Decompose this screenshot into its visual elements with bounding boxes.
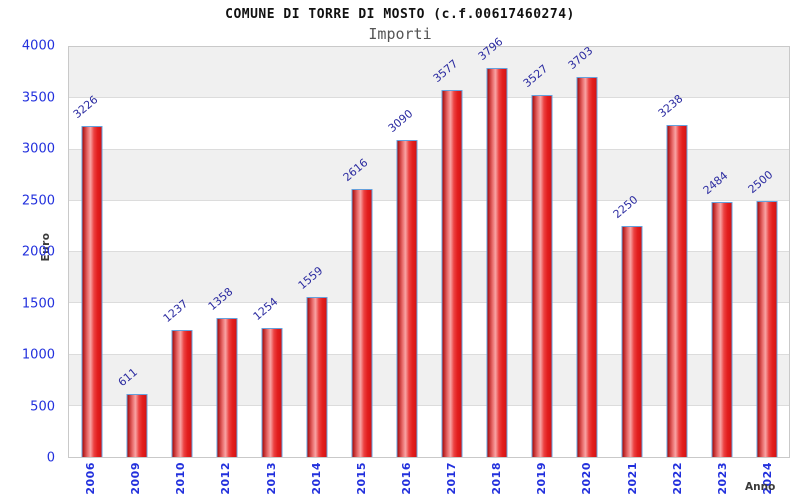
x-tick-label: 2023	[715, 462, 729, 495]
bar-slot: 3238	[654, 47, 699, 457]
x-axis-label: Anno	[745, 481, 776, 493]
bar-series: 3226 611 1237 1358 1254 1559 2616 3090 3577 3796 3…	[69, 35, 789, 457]
bar	[261, 328, 282, 457]
bar-slot: 3090	[384, 47, 429, 457]
chart-title: COMUNE DI TORRE DI MOSTO (c.f.0061746027…	[225, 7, 575, 22]
bar	[756, 200, 777, 457]
bar-slot: 1559	[294, 47, 339, 457]
chart-subtitle: Importi	[368, 25, 432, 43]
bar-slot: 3703	[564, 44, 609, 457]
x-tick-label: 2019	[535, 462, 549, 495]
y-tick-label: 1000	[21, 347, 55, 363]
bar-slot: 1358	[204, 47, 249, 457]
bar-value-label: 2250	[610, 193, 640, 222]
x-tick-cell: 2015	[339, 462, 384, 498]
x-tick-cell: 2016	[384, 462, 429, 498]
bar-slot: 3226	[69, 47, 114, 457]
bar-value-label: 2484	[700, 169, 730, 198]
x-tick-cell: 2006	[68, 462, 113, 498]
x-tick-cell: 2017	[429, 462, 474, 498]
y-tick-label: 1500	[21, 296, 55, 311]
bar-slot: 2500	[744, 47, 789, 457]
bar-slot: 2616	[339, 47, 384, 457]
bar	[171, 330, 192, 457]
plot-band	[69, 47, 789, 99]
y-tick-label: 3500	[21, 90, 55, 105]
bar-slot: 2250	[609, 47, 654, 457]
bar	[486, 67, 507, 457]
x-tick-cell: 2020	[564, 462, 609, 498]
x-tick-cell: 2021	[610, 462, 655, 498]
x-tick-label: 2022	[670, 462, 684, 495]
bar-value-label: 2500	[745, 167, 775, 196]
bar	[216, 317, 237, 457]
bar-value-label: 1254	[250, 295, 280, 324]
x-tick-cell: 2013	[249, 462, 294, 498]
bar-slot: 3577	[429, 47, 474, 457]
bar-value-label: 3703	[565, 44, 595, 73]
bar	[306, 297, 327, 457]
y-tick-label: 4000	[21, 38, 55, 54]
bar-value-label: 1559	[295, 264, 325, 293]
bar	[666, 125, 687, 457]
x-tick-label: 2012	[219, 462, 233, 495]
y-tick-label: 0	[46, 450, 55, 466]
bar-value-label: 3226	[70, 93, 100, 122]
bar	[126, 394, 147, 457]
bar-value-label: 2616	[340, 155, 370, 184]
x-tick-label: 2020	[580, 462, 594, 495]
x-tick-label: 2014	[309, 462, 323, 495]
x-tick-label: 2010	[174, 462, 188, 495]
x-tick-cell: 2023	[700, 462, 745, 498]
x-tick-cell: 2012	[203, 462, 248, 498]
x-tick-label: 2018	[490, 462, 504, 495]
y-tick-label: 500	[30, 399, 55, 414]
y-axis-ticks: 0 500 1000 1500 2000 2500 3000 3500 4000	[0, 39, 62, 466]
bar-slot: 611	[114, 47, 159, 457]
bar-slot: 3527	[519, 47, 564, 457]
bar	[531, 95, 552, 457]
bar	[621, 226, 642, 457]
bar	[441, 90, 462, 457]
x-tick-cell: 2009	[113, 462, 158, 498]
x-tick-label: 2009	[129, 462, 143, 495]
bar-slot: 1254	[249, 47, 294, 457]
plot-area: 3226 611 1237 1358 1254 1559 2616 3090 3577 3796 3…	[68, 35, 790, 458]
x-tick-label: 2016	[399, 462, 413, 495]
bar-slot: 1237	[159, 47, 204, 457]
bar	[396, 140, 417, 457]
x-tick-cell: 2022	[655, 462, 700, 498]
x-tick-cell: 2014	[294, 462, 339, 498]
x-tick-label: 2021	[625, 462, 639, 495]
y-tick-label: 3000	[21, 141, 55, 157]
x-tick-label: 2017	[445, 462, 459, 495]
x-tick-cell: 2010	[158, 462, 203, 498]
y-tick-label: 2500	[21, 193, 55, 208]
x-tick-cell: 2019	[519, 462, 564, 498]
bar-slot: 2484	[699, 47, 744, 457]
bar-value-label: 3238	[655, 92, 685, 121]
bar-value-label: 1358	[205, 284, 235, 313]
x-tick-cell: 2018	[474, 462, 519, 498]
y-tick-label: 2000	[21, 244, 55, 260]
x-tick-label: 2015	[354, 462, 368, 495]
x-axis-ticks: 2006 2009 2010 2012 2013 2014 2015 2016 2017 2018…	[68, 462, 790, 498]
bar-value-label: 611	[115, 365, 140, 390]
bar-value-label: 3577	[430, 57, 460, 86]
x-tick-label: 2006	[84, 462, 98, 495]
x-tick-label: 2013	[264, 462, 278, 495]
bar	[711, 202, 732, 457]
bar-slot: 3796	[474, 35, 519, 457]
bar-value-label: 1237	[160, 297, 190, 326]
bar	[351, 188, 372, 457]
bar	[81, 126, 102, 457]
bar-value-label: 3090	[385, 107, 415, 136]
bar-value-label: 3527	[520, 62, 550, 91]
bar	[576, 77, 597, 457]
